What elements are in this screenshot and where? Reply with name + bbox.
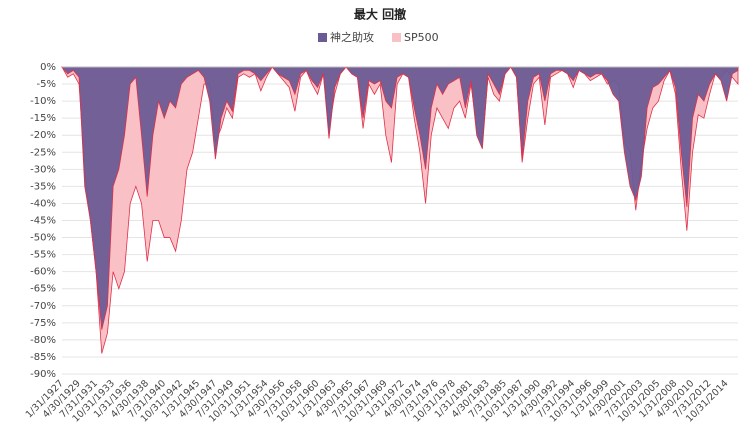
y-tick-label: -35% <box>30 181 56 192</box>
y-tick-label: -40% <box>30 198 56 209</box>
legend-label: 神之助攻 <box>330 30 374 44</box>
y-tick-label: -30% <box>30 164 56 175</box>
y-tick-label: -80% <box>30 335 56 346</box>
y-tick-label: -25% <box>30 147 56 158</box>
legend-swatch <box>392 33 401 42</box>
y-tick-label: 0% <box>40 62 56 73</box>
legend-swatch <box>318 33 327 42</box>
y-tick-label: -85% <box>30 352 56 363</box>
y-tick-label: -65% <box>30 284 56 295</box>
legend-label: SP500 <box>404 31 439 44</box>
y-tick-label: -10% <box>30 96 56 107</box>
y-tick-label: -45% <box>30 216 56 227</box>
y-tick-label: -90% <box>30 369 56 380</box>
y-tick-label: -75% <box>30 318 56 329</box>
chart-title: 最大 回撤 <box>354 7 406 22</box>
y-tick-label: -15% <box>30 113 56 124</box>
y-tick-label: -55% <box>30 250 56 261</box>
y-tick-label: -50% <box>30 233 56 244</box>
area <box>61 66 739 330</box>
y-tick-label: -5% <box>37 79 56 90</box>
y-tick-label: -20% <box>30 130 56 141</box>
y-tick-label: -60% <box>30 267 56 278</box>
y-tick-label: -70% <box>30 301 56 312</box>
